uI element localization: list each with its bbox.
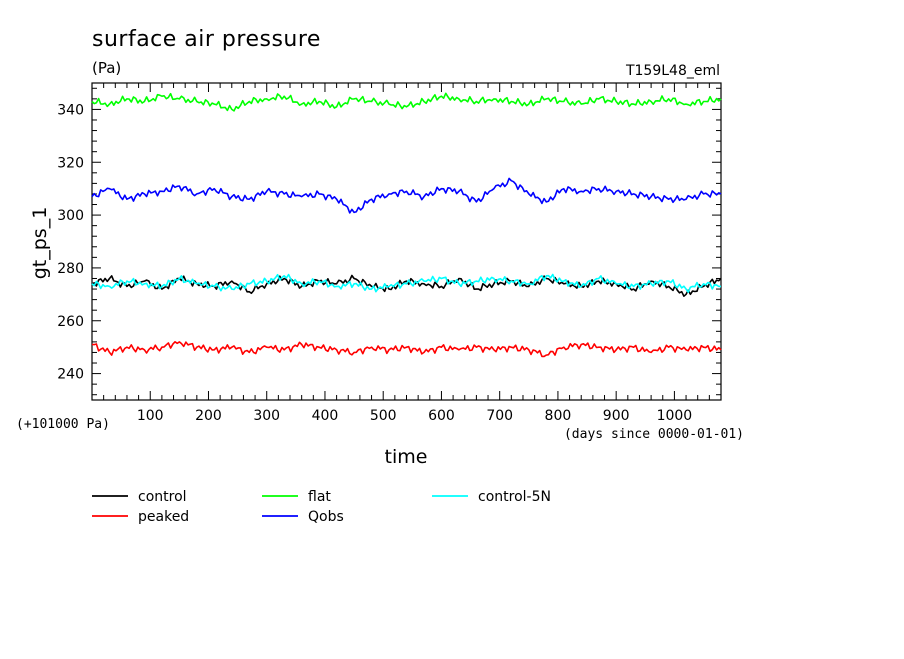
x-tick-label: 500 bbox=[370, 408, 397, 424]
legend-label: control-5N bbox=[478, 489, 551, 505]
y-axis-label: gt_ps_1 bbox=[29, 207, 51, 280]
legend-label: control bbox=[138, 489, 187, 505]
legend-label: peaked bbox=[138, 509, 189, 525]
y-tick-label: 300 bbox=[57, 208, 84, 224]
units-label: (Pa) bbox=[92, 59, 121, 77]
y-tick-label: 340 bbox=[57, 102, 84, 118]
axis-ticks: 100 200 300 400 500 600 700 800 900 1000 240 260 280… bbox=[57, 83, 721, 424]
x-tick-label: 100 bbox=[137, 408, 164, 424]
x-axis-label: time bbox=[385, 446, 428, 468]
series-line-qobs bbox=[91, 177, 722, 214]
legend-label: Qobs bbox=[308, 509, 344, 525]
x-tick-label: 900 bbox=[603, 408, 630, 424]
y-tick-label: 260 bbox=[57, 314, 84, 330]
x-tick-label: 700 bbox=[486, 408, 513, 424]
legend-label: flat bbox=[308, 489, 331, 505]
chart-title: surface air pressure bbox=[92, 27, 321, 52]
legend: control peaked flat Qobs control-5N bbox=[92, 489, 551, 525]
series-layer bbox=[91, 92, 722, 358]
x-tick-label: 800 bbox=[545, 408, 572, 424]
x-tick-label: 600 bbox=[428, 408, 455, 424]
y-tick-label: 320 bbox=[57, 155, 84, 171]
y-tick-label: 280 bbox=[57, 261, 84, 277]
run-tag: T159L48_eml bbox=[625, 63, 720, 79]
y-tick-label: 240 bbox=[57, 367, 84, 383]
x-tick-label: 400 bbox=[312, 408, 339, 424]
x-tick-label: 1000 bbox=[657, 408, 693, 424]
series-line-control-5n bbox=[91, 273, 721, 294]
x-tick-label: 300 bbox=[253, 408, 280, 424]
series-line-flat bbox=[91, 92, 722, 112]
series-line-peaked bbox=[91, 340, 722, 358]
x-tick-label: 200 bbox=[195, 408, 222, 424]
x-origin-note: (days since 0000-01-01) bbox=[564, 427, 744, 442]
y-offset-note: (+101000 Pa) bbox=[16, 417, 110, 432]
